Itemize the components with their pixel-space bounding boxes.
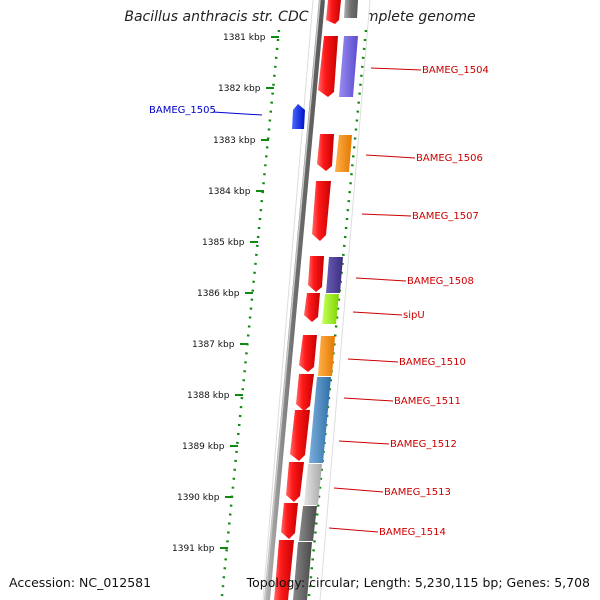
block-orange [335, 135, 352, 172]
gene-label[interactable]: BAMEG_1513 [384, 487, 451, 498]
gene-label[interactable]: BAMEG_1512 [390, 439, 457, 450]
gene-label[interactable]: BAMEG_1506 [416, 153, 483, 164]
kbp-tick-labels: 1381 kbp 1382 kbp 1383 kbp 1384 kbp 1385… [172, 33, 266, 554]
gene-arrow [318, 36, 338, 97]
kbp-label: 1384 kbp [208, 187, 251, 197]
gene-label[interactable]: BAMEG_1510 [399, 357, 466, 368]
backbone-line [264, 0, 325, 600]
kbp-label: 1383 kbp [213, 136, 256, 146]
block-dark-grey [299, 506, 317, 541]
kbp-label: 1385 kbp [202, 238, 245, 248]
kbp-label: 1386 kbp [197, 289, 240, 299]
gene-arrow [296, 374, 314, 411]
gene-label[interactable]: BAMEG_1507 [412, 211, 479, 222]
gene-arrow [281, 503, 298, 539]
kbp-label: 1390 kbp [177, 493, 220, 503]
kbp-label: 1387 kbp [192, 340, 235, 350]
block-light-grey [304, 464, 322, 505]
gene-label[interactable]: BAMEG_1508 [407, 276, 474, 287]
gene-arrow-reverse [292, 104, 305, 129]
gene-arrow [312, 181, 331, 241]
gene-label[interactable]: BAMEG_1511 [394, 396, 461, 407]
kbp-label: 1381 kbp [223, 33, 266, 43]
accession-text: Accession: NC_012581 [9, 575, 152, 590]
gene-arrow [308, 256, 324, 292]
annotation-blocks [293, 0, 358, 600]
gene-arrow [286, 462, 304, 502]
gene-label[interactable]: BAMEG_1504 [422, 65, 489, 76]
kbp-label: 1391 kbp [172, 544, 215, 554]
gene-arrow [299, 335, 317, 372]
gene-arrow [317, 134, 334, 171]
kbp-label: 1382 kbp [218, 84, 261, 94]
block-dark-grey-2 [293, 542, 312, 600]
map-title: Bacillus anthracis str. CDC 684, complet… [124, 9, 476, 25]
gene-label[interactable]: sipU [403, 310, 425, 321]
gene-label[interactable]: BAMEG_1514 [379, 527, 446, 538]
block-steel [309, 377, 331, 463]
gene-labels: BAMEG_1505 BAMEG_1504 BAMEG_1506 BAMEG_1… [149, 65, 489, 538]
block-orange-2 [318, 336, 335, 376]
gene-arrow [274, 540, 294, 600]
block-purple [339, 36, 358, 97]
block-dark-purple [326, 257, 343, 293]
kbp-label: 1388 kbp [187, 391, 230, 401]
block-lime [322, 294, 339, 324]
leader-lines [212, 67, 422, 533]
kbp-ticks [220, 36, 279, 549]
gene-label[interactable]: BAMEG_1505 [149, 105, 216, 116]
block-grey-top [344, 0, 358, 18]
gene-arrow [304, 293, 320, 322]
gene-arrow [326, 0, 341, 24]
kbp-label: 1389 kbp [182, 442, 225, 452]
topology-text: Topology: circular; Length: 5,230,115 bp… [246, 575, 590, 590]
gene-arrow [290, 410, 310, 461]
red-gene-arrows [274, 0, 341, 600]
